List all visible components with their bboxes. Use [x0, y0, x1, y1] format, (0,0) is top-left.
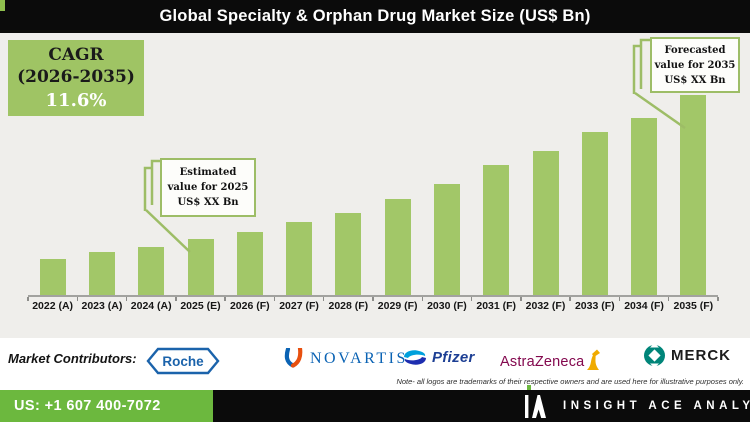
bar-2031: [483, 165, 510, 295]
title-bar: Global Specialty & Orphan Drug Market Si…: [0, 0, 750, 33]
merck-emblem-icon: [644, 344, 665, 367]
bar-2032: [532, 151, 559, 295]
cagr-value: 11.6%: [45, 89, 107, 111]
bar-2027: [286, 222, 313, 295]
footer-bar: US: +1 607 400-7072 INSIGHT ACE ANALYTIC: [0, 385, 750, 422]
bar-2029: [384, 199, 411, 295]
forecasted-callout-line3: US$ XX Bn: [664, 74, 726, 86]
bar-plot: [28, 33, 718, 295]
x-axis-tick: [667, 297, 670, 301]
x-axis-tick: [717, 297, 719, 301]
astrazeneca-logo: AstraZeneca: [500, 349, 602, 372]
merck-wordmark: MERCK: [671, 347, 731, 364]
x-axis-label: 2035 (F): [673, 300, 714, 312]
chart-area: CAGR (2026-2035) 11.6% 2022 (A) 2023 (A) 2…: [0, 33, 750, 338]
x-axis-tick: [520, 297, 522, 301]
bar-2033: [581, 132, 608, 295]
forecasted-callout-line1: Forecasted: [664, 44, 726, 56]
x-axis-label: 2030 (F): [427, 300, 467, 312]
x-axis-label: 2029 (F): [377, 300, 418, 312]
cagr-box: CAGR (2026-2035) 11.6%: [8, 40, 144, 116]
roche-wordmark: Roche: [162, 354, 204, 369]
brand-name: INSIGHT ACE ANALYTIC: [563, 400, 750, 412]
bar-2026: [236, 232, 263, 295]
forecasted-callout: Forecasted value for 2035 US$ XX Bn: [650, 37, 740, 93]
x-axis-label: 2023 (A): [81, 300, 123, 312]
bar-2022: [39, 259, 66, 295]
roche-hexagon-icon: Roche: [146, 347, 220, 375]
x-axis-tick: [175, 297, 177, 301]
bar-2025: [187, 239, 214, 295]
x-axis-ticks: [27, 297, 719, 302]
x-axis-tick: [569, 297, 571, 301]
phone-number: US: +1 607 400-7072: [14, 398, 161, 414]
merck-logo: MERCK: [643, 344, 731, 367]
x-axis-label: 2032 (F): [525, 300, 566, 312]
x-axis-label: 2033 (F): [574, 300, 615, 312]
trademark-note: Note- all logos are trademarks of their …: [396, 377, 744, 386]
market-contributors-band: Market Contributors: Roche NOVARTIS Pfiz…: [0, 338, 750, 390]
bar-2035: [680, 95, 707, 295]
brand-green-dot: [527, 385, 531, 390]
estimated-callout-line3: US$ XX Bn: [177, 197, 239, 208]
x-axis-label: 2034 (F): [624, 300, 664, 312]
x-axis-tick: [322, 297, 325, 301]
novartis-flame-icon: [284, 348, 303, 368]
bar-2023: [88, 252, 115, 295]
x-axis-tick: [76, 297, 79, 301]
bar-2030: [433, 184, 460, 295]
novartis-logo: NOVARTIS: [283, 348, 408, 369]
novartis-wordmark: NOVARTIS: [310, 349, 408, 367]
x-axis-tick: [421, 297, 424, 301]
cagr-period: (2026-2035): [17, 67, 135, 88]
x-axis-label: 2027 (F): [279, 300, 319, 312]
roche-logo: Roche: [146, 347, 220, 380]
x-axis-label: 2022 (A): [32, 300, 74, 312]
estimated-callout-line2: value for 2025: [167, 182, 249, 193]
market-contributors-label: Market Contributors:: [8, 351, 137, 366]
bar-2024: [138, 247, 165, 295]
x-axis-tick: [618, 297, 621, 301]
x-axis-label: 2028 (F): [328, 300, 369, 312]
pfizer-logo: Pfizer: [402, 349, 475, 366]
pfizer-swoosh-icon: [404, 350, 426, 365]
pfizer-wordmark: Pfizer: [432, 349, 475, 366]
insight-ace-logo-icon: [525, 394, 547, 422]
x-axis-tick: [125, 297, 128, 301]
astrazeneca-gold-icon: [587, 349, 601, 370]
x-axis-tick: [273, 297, 276, 301]
x-axis-label: 2024 (A): [130, 300, 172, 312]
x-axis-line: [28, 295, 718, 297]
phone-box: US: +1 607 400-7072: [0, 390, 213, 422]
x-axis-tick: [470, 297, 473, 301]
estimated-callout-line1: Estimated: [179, 167, 237, 178]
x-axis-tick: [27, 297, 29, 301]
estimated-callout: Estimated value for 2025 US$ XX Bn: [160, 158, 256, 217]
chart-title: Global Specialty & Orphan Drug Market Si…: [159, 7, 591, 25]
x-axis-label: 2031 (F): [476, 300, 517, 312]
x-axis-label: 2026 (F): [229, 300, 270, 312]
bar-2028: [335, 213, 362, 295]
corner-accent: [0, 0, 5, 11]
x-axis-label: 2025 (E): [180, 300, 221, 312]
forecasted-callout-line2: value for 2035: [654, 59, 736, 71]
x-axis-tick: [372, 297, 374, 301]
bar-2034: [631, 118, 658, 295]
x-axis-tick: [224, 297, 226, 301]
astrazeneca-wordmark: AstraZeneca: [500, 354, 585, 370]
cagr-label: CAGR: [48, 44, 104, 65]
x-axis-labels: 2022 (A) 2023 (A) 2024 (A) 2025 (E) 2026 (F)…: [28, 300, 718, 315]
